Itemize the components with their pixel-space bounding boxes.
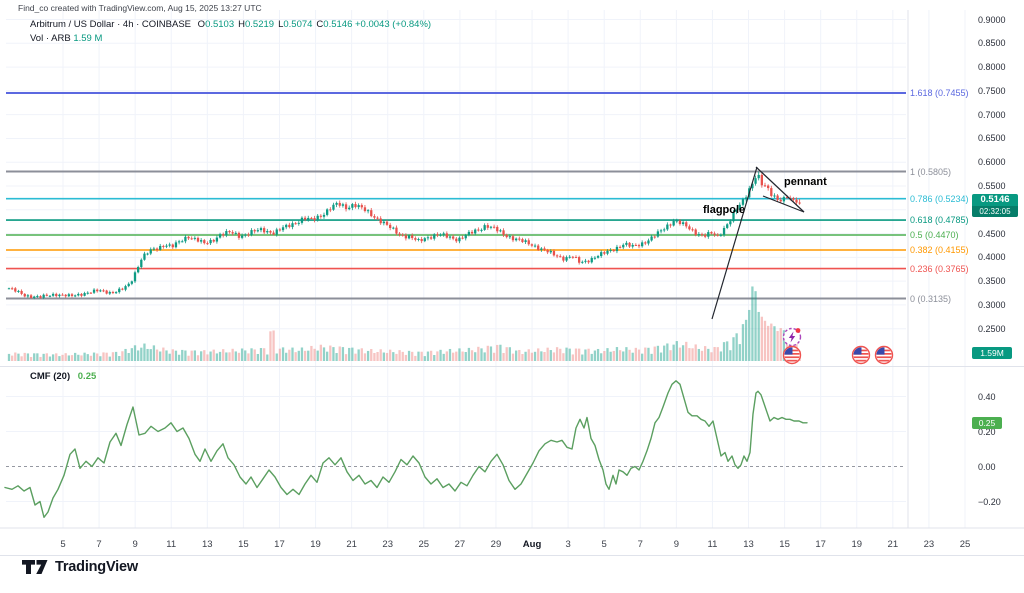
- volume-value-badge: 1.59M: [972, 347, 1012, 359]
- us-flag-event-icon[interactable]: [782, 345, 802, 365]
- flagpole-annotation[interactable]: flagpole: [703, 204, 746, 216]
- time-tick-label: 21: [887, 539, 899, 550]
- price-tick-label: 0.4500: [978, 228, 1006, 239]
- time-tick-label: 23: [923, 539, 935, 550]
- price-tick-label: 0.5500: [978, 181, 1006, 191]
- time-tick-label: 3: [565, 539, 571, 550]
- fib-level-label: 0.236 (0.3765): [910, 263, 969, 274]
- volume-value: 1.59 M: [73, 33, 103, 44]
- time-tick-label: 11: [707, 539, 718, 550]
- cmf-value: 0.25: [77, 371, 97, 382]
- time-tick-label: 11: [166, 539, 177, 550]
- time-tick-label: 23: [382, 539, 394, 550]
- ohlc-item: C0.5146: [316, 19, 353, 30]
- price-tick-label: 0.8000: [978, 62, 1006, 73]
- tradingview-logo-text: TradingView: [55, 559, 138, 575]
- symbol-meta: · 4h · COINBASE: [117, 19, 192, 30]
- symbol-header[interactable]: Arbitrum / US Dollar · 4h · COINBASE O0.…: [30, 19, 431, 30]
- volume-bars: [7, 286, 801, 361]
- time-tick-label: 25: [418, 539, 430, 550]
- cmf-tick-label: −0.20: [978, 496, 1001, 507]
- time-tick-label: 21: [346, 539, 357, 550]
- lightning-event-icon[interactable]: [782, 327, 802, 347]
- price-tick-label: 0.9000: [978, 14, 1006, 25]
- cmf-tick-label: 0.20: [978, 426, 996, 437]
- ohlc-item: O0.5103: [197, 19, 235, 30]
- price-tick-label: 0.7500: [978, 85, 1006, 96]
- price-tick-label: 0.3000: [978, 299, 1006, 310]
- bar-countdown: 02:32:05: [972, 206, 1018, 217]
- price-tick-label: 0.4000: [978, 252, 1006, 263]
- time-tick-label: 29: [490, 539, 502, 550]
- fib-level-label: 1 (0.5805): [910, 166, 952, 177]
- cmf-tick-label: 0.00: [978, 461, 996, 472]
- cmf-value-badge: 0.25: [972, 417, 1002, 429]
- us-flag-event-icon[interactable]: [874, 345, 894, 365]
- volume-header[interactable]: Vol · ARB 1.59 M: [30, 33, 102, 44]
- cmf-tick-label: 0.40: [978, 391, 996, 402]
- price-tick-label: 0.2500: [978, 323, 1006, 334]
- time-tick-label: 13: [743, 539, 754, 550]
- fib-level-label: 0.382 (0.4155): [910, 244, 969, 255]
- event-icons[interactable]: [782, 327, 894, 365]
- time-tick-label: 15: [779, 539, 790, 550]
- time-tick-label: 15: [238, 539, 249, 550]
- tradingview-logo[interactable]: TradingView: [22, 559, 138, 575]
- price-tick-label: 0.3500: [978, 276, 1006, 287]
- fib-level-label: 0.5 (0.4470): [910, 230, 959, 240]
- time-tick-label: 17: [815, 539, 826, 550]
- fib-level-label: 0.786 (0.5234): [910, 193, 969, 204]
- ohlc-item: H0.5219: [238, 19, 275, 30]
- time-tick-label: Aug: [522, 539, 542, 550]
- drawn-trendlines[interactable]: [711, 166, 805, 320]
- price-tick-label: 0.8500: [978, 38, 1006, 49]
- time-tick-label: 5: [601, 539, 607, 550]
- price-tick-label: 0.7000: [978, 109, 1006, 120]
- ohlc-values: O0.5103 H0.5219 L0.5074 C0.5146: [194, 19, 353, 30]
- time-tick-label: 19: [310, 539, 321, 550]
- current-price-badge: 0.5146 02:32:05: [972, 194, 1018, 217]
- ohlc-item: L0.5074: [278, 19, 313, 30]
- time-tick-label: 9: [673, 539, 680, 550]
- cmf-header[interactable]: CMF (20) 0.25: [30, 371, 96, 382]
- time-tick-label: 19: [851, 539, 863, 550]
- time-tick-label: 25: [959, 539, 971, 550]
- pane-separators[interactable]: [0, 10, 1024, 556]
- time-tick-label: 13: [202, 539, 213, 550]
- symbol-name[interactable]: Arbitrum / US Dollar: [30, 19, 115, 30]
- time-tick-label: 7: [637, 539, 643, 550]
- current-price: 0.5146: [980, 194, 1010, 205]
- us-flag-event-icon[interactable]: [851, 345, 871, 365]
- watermark-text: Find_co created with TradingView.com, Au…: [18, 3, 262, 13]
- time-tick-label: 17: [274, 539, 285, 550]
- fib-level-label: 1.618 (0.7455): [910, 88, 969, 98]
- fib-level-label: 0.618 (0.4785): [910, 215, 969, 226]
- time-tick-label: 5: [60, 539, 66, 550]
- time-tick-label: 7: [96, 539, 102, 550]
- fib-level-label: 0 (0.3135): [910, 293, 952, 304]
- price-tick-label: 0.6500: [978, 133, 1006, 144]
- candlesticks: [7, 171, 801, 300]
- volume-label: Vol · ARB: [30, 33, 71, 44]
- cmf-label: CMF (20): [30, 371, 71, 382]
- time-tick-label: 9: [132, 539, 138, 550]
- tradingview-logo-glyph: [22, 559, 48, 574]
- price-tick-label: 0.6000: [978, 157, 1006, 168]
- time-tick-label: 27: [454, 539, 466, 550]
- cmf-indicator-line: [4, 380, 808, 518]
- pennant-annotation[interactable]: pennant: [784, 176, 827, 188]
- price-change: +0.0043 (+0.84%): [355, 19, 432, 30]
